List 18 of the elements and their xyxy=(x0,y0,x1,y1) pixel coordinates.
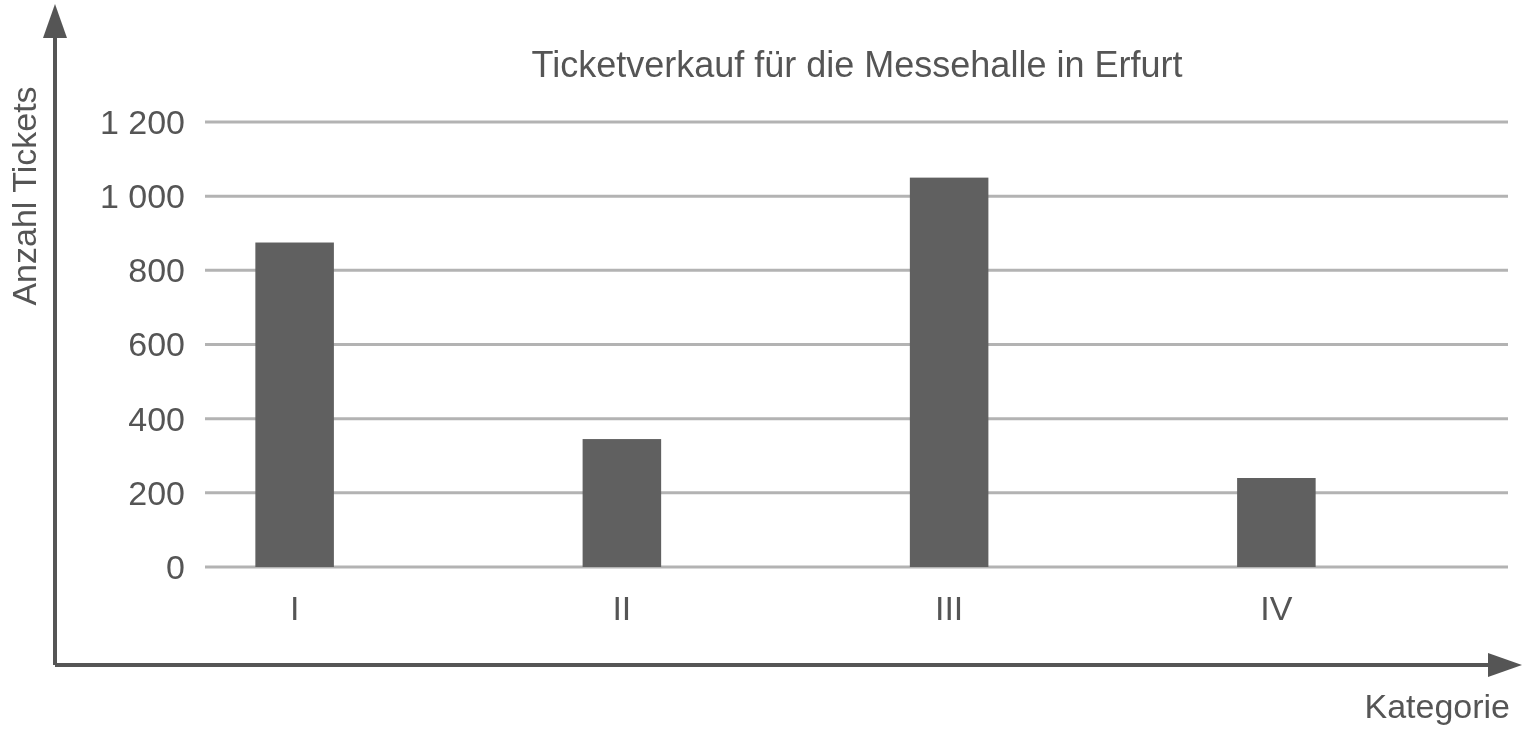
y-tick-label: 1 000 xyxy=(99,177,185,216)
bar xyxy=(582,439,662,567)
bar xyxy=(1237,478,1316,567)
bar xyxy=(255,242,334,567)
y-tick-label: 600 xyxy=(128,325,185,364)
x-tick-label: II xyxy=(612,589,632,627)
y-tick-label: 200 xyxy=(128,473,185,512)
y-tick-label: 800 xyxy=(128,251,185,290)
chart-title: Ticketverkauf für die Messehalle in Erfurt xyxy=(531,44,1183,85)
x-tick-label: I xyxy=(289,589,300,627)
x-tick-label: IV xyxy=(1260,589,1293,627)
bar xyxy=(909,177,989,567)
y-tick-label: 0 xyxy=(166,547,185,586)
x-axis-title: Kategorie xyxy=(1364,687,1510,725)
y-axis-title: Anzahl Tickets xyxy=(5,86,43,306)
y-tick-label: 1 200 xyxy=(99,102,185,141)
y-tick-label: 400 xyxy=(128,399,185,438)
x-tick-label: III xyxy=(934,589,964,627)
